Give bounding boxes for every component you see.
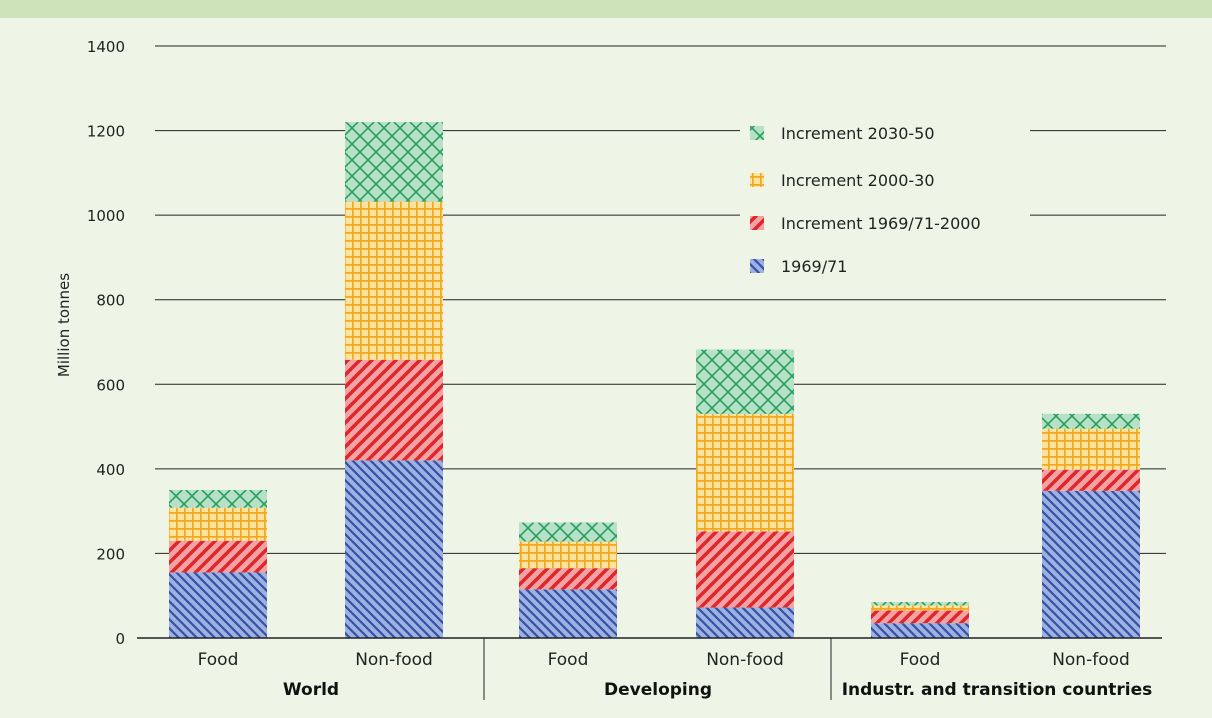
bar-segment xyxy=(696,349,794,414)
group-label: Industr. and transition countries xyxy=(842,680,1153,700)
y-axis-label: Million tonnes xyxy=(55,273,73,377)
bar-segment xyxy=(696,413,794,532)
y-tick-label: 0 xyxy=(115,630,125,648)
bar-segment xyxy=(519,589,617,638)
legend-label: Increment 2000-30 xyxy=(781,171,935,190)
x-tick-label: Non-food xyxy=(355,650,433,670)
bar-segment xyxy=(169,572,267,638)
bar-segment xyxy=(169,507,267,541)
group-label: World xyxy=(283,680,339,700)
bar-segment xyxy=(169,490,267,508)
x-axis: Food Non-food Food Non-food Food Non-food Worl… xyxy=(137,637,1162,700)
x-tick-label: Non-food xyxy=(1052,650,1130,670)
legend-label: Increment 1969/71-2000 xyxy=(781,214,981,233)
legend: Increment 2030-50 Increment 2000-30 Increm… xyxy=(740,119,1030,280)
legend-swatch xyxy=(750,216,764,230)
y-tick-label: 200 xyxy=(96,545,125,563)
gridlines xyxy=(155,45,1166,554)
x-tick-label: Non-food xyxy=(706,650,784,670)
x-tick-label: Food xyxy=(548,650,589,670)
legend-label: Increment 2030-50 xyxy=(781,124,935,143)
bar-segment xyxy=(871,605,969,611)
bar-segment xyxy=(871,623,969,638)
bar-segment xyxy=(519,522,617,542)
bar-segment xyxy=(871,602,969,606)
bar-segment xyxy=(1042,428,1140,470)
y-tick-label: 1200 xyxy=(87,123,125,141)
bar-segment xyxy=(696,607,794,638)
bar-segment xyxy=(345,460,443,638)
bar-segment xyxy=(871,610,969,624)
legend-background xyxy=(740,119,1030,147)
group-label: Developing xyxy=(604,680,712,700)
legend-background xyxy=(740,166,1030,194)
y-tick-label: 1400 xyxy=(87,38,125,56)
bar-segment xyxy=(345,201,443,360)
bar-segment xyxy=(696,531,794,608)
legend-background xyxy=(740,252,1030,280)
legend-background xyxy=(740,209,1030,237)
y-tick-label: 600 xyxy=(96,376,125,394)
legend-swatch xyxy=(750,259,764,273)
bar-segment xyxy=(169,540,267,573)
legend-label: 1969/71 xyxy=(781,257,847,276)
y-tick-label: 400 xyxy=(96,461,125,479)
legend-swatch xyxy=(750,173,764,187)
bar-segment xyxy=(1042,469,1140,491)
y-tick-label: 800 xyxy=(96,292,125,310)
y-tick-label: 1000 xyxy=(87,207,125,225)
bar-segment xyxy=(1042,490,1140,638)
bar-segment xyxy=(345,122,443,202)
x-tick-label: Food xyxy=(198,650,239,670)
x-tick-label: Food xyxy=(900,650,941,670)
header-band xyxy=(0,0,1212,18)
y-tick-labels: 0 200 400 600 800 1000 1200 1400 xyxy=(87,38,125,648)
bar-segment xyxy=(519,541,617,569)
bar-segment xyxy=(519,568,617,590)
bar-segment xyxy=(345,359,443,461)
bar-segment xyxy=(1042,413,1140,429)
bars xyxy=(169,122,1140,638)
legend-swatch xyxy=(750,126,764,140)
